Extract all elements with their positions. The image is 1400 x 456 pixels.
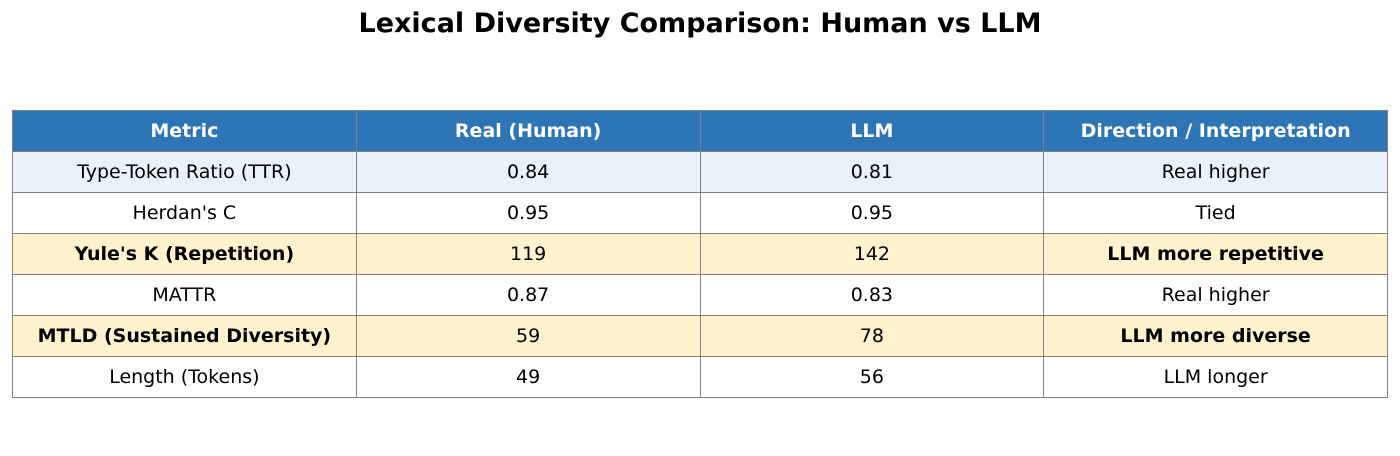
interp-cell: LLM more repetitive xyxy=(1043,233,1388,275)
real-value-cell: 59 xyxy=(355,315,701,357)
llm-value-cell: 78 xyxy=(699,315,1045,357)
llm-value-cell: 0.83 xyxy=(699,274,1045,316)
table-row: Yule's K (Repetition) 119 142 LLM more repe… xyxy=(12,233,1388,275)
column-header-llm: LLM xyxy=(699,110,1045,152)
metric-cell: MATTR xyxy=(12,274,357,316)
column-header-real: Real (Human) xyxy=(355,110,701,152)
interp-cell: Tied xyxy=(1043,192,1388,234)
interp-cell: Real higher xyxy=(1043,274,1388,316)
table-row: Herdan's C 0.95 0.95 Tied xyxy=(12,192,1388,234)
comparison-table: Metric Real (Human) LLM Direction / Inte… xyxy=(12,110,1388,398)
column-header-interpretation: Direction / Interpretation xyxy=(1043,110,1388,152)
llm-value-cell: 0.81 xyxy=(699,151,1045,193)
real-value-cell: 0.87 xyxy=(355,274,701,316)
llm-value-cell: 0.95 xyxy=(699,192,1045,234)
metric-cell: MTLD (Sustained Diversity) xyxy=(12,315,357,357)
table-row: MATTR 0.87 0.83 Real higher xyxy=(12,274,1388,316)
interp-cell: LLM more diverse xyxy=(1043,315,1388,357)
table-row: MTLD (Sustained Diversity) 59 78 LLM more d… xyxy=(12,315,1388,357)
table-row: Type-Token Ratio (TTR) 0.84 0.81 Real highe… xyxy=(12,151,1388,193)
column-header-metric: Metric xyxy=(12,110,357,152)
interp-cell: LLM longer xyxy=(1043,356,1388,398)
llm-value-cell: 142 xyxy=(699,233,1045,275)
llm-value-cell: 56 xyxy=(699,356,1045,398)
real-value-cell: 0.95 xyxy=(355,192,701,234)
table-body: Type-Token Ratio (TTR) 0.84 0.81 Real highe… xyxy=(12,151,1388,398)
metric-cell: Yule's K (Repetition) xyxy=(12,233,357,275)
table-header-row: Metric Real (Human) LLM Direction / Inte… xyxy=(12,110,1388,152)
interp-cell: Real higher xyxy=(1043,151,1388,193)
real-value-cell: 119 xyxy=(355,233,701,275)
real-value-cell: 0.84 xyxy=(355,151,701,193)
table-row: Length (Tokens) 49 56 LLM longer xyxy=(12,356,1388,398)
metric-cell: Type-Token Ratio (TTR) xyxy=(12,151,357,193)
metric-cell: Herdan's C xyxy=(12,192,357,234)
chart-title: Lexical Diversity Comparison: Human vs L… xyxy=(358,8,1042,39)
real-value-cell: 49 xyxy=(355,356,701,398)
metric-cell: Length (Tokens) xyxy=(12,356,357,398)
